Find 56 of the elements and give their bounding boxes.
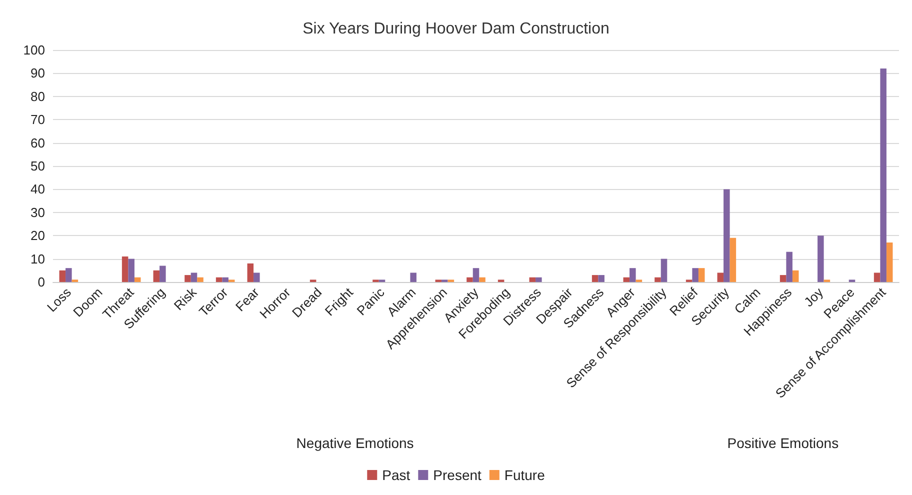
y-tick-label: 10 <box>30 251 45 266</box>
bar <box>254 272 260 282</box>
bar <box>247 263 254 282</box>
bar <box>134 277 141 282</box>
bar <box>128 258 134 282</box>
y-tick-label: 90 <box>30 66 45 81</box>
bar <box>529 277 536 282</box>
bar <box>190 272 198 282</box>
bar <box>792 270 799 282</box>
bar <box>479 277 486 282</box>
y-tick-label: 0 <box>38 274 45 290</box>
bar <box>59 270 66 282</box>
bar <box>780 275 786 282</box>
y-tick-label: 80 <box>30 88 45 104</box>
legend-label: Future <box>504 467 546 483</box>
bar <box>630 268 636 282</box>
y-tick-label: 60 <box>30 135 45 150</box>
y-tick-label: 50 <box>30 158 45 174</box>
y-tick-label: 100 <box>23 42 45 58</box>
x-tick-label: Risk <box>170 284 200 314</box>
y-tick-label: 40 <box>30 182 45 197</box>
bar <box>786 252 792 282</box>
bar <box>660 258 668 282</box>
bar <box>692 268 698 282</box>
bar <box>222 277 228 282</box>
bar <box>410 272 416 282</box>
bar <box>122 256 128 282</box>
bar <box>598 275 604 282</box>
bar <box>66 268 72 282</box>
bar <box>466 277 473 282</box>
chart-title: Six Years During Hoover Dam Construction <box>302 20 610 38</box>
bar <box>592 275 598 282</box>
bar <box>724 189 730 282</box>
text: Negative Emotions <box>296 435 414 451</box>
legend-label: Present <box>433 467 482 483</box>
bar <box>216 277 222 282</box>
y-tick-label: 30 <box>30 204 45 220</box>
bar <box>472 268 480 282</box>
y-tick-label: 20 <box>30 228 45 244</box>
bar <box>654 277 661 282</box>
bar <box>818 236 824 282</box>
bar <box>880 68 886 282</box>
bar <box>184 275 191 282</box>
y-tick-label: 70 <box>30 112 45 128</box>
bar <box>717 272 724 282</box>
legend-label: Past <box>382 467 410 483</box>
bar <box>874 272 880 282</box>
bar <box>153 270 160 282</box>
text: Positive Emotions <box>727 435 839 451</box>
bar <box>886 242 893 282</box>
bar <box>730 238 736 282</box>
bar <box>623 277 630 282</box>
bar <box>698 268 705 282</box>
bar <box>160 266 166 282</box>
bar <box>536 277 542 282</box>
bar <box>197 277 204 282</box>
